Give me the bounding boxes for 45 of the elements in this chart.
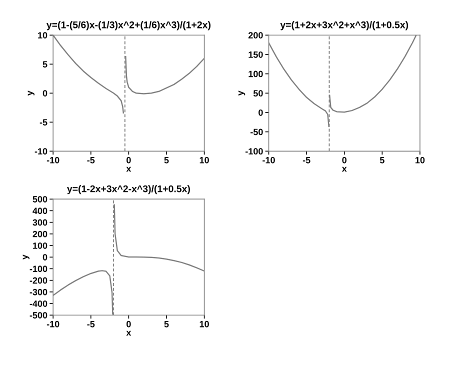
y-axis-title: y (238, 90, 246, 96)
y-tick-label: -200 (30, 277, 48, 284)
y-tick-label: -5 (40, 119, 48, 126)
x-tick-label: -5 (87, 321, 95, 328)
chart-title: y=(1-(5/6)x-(1/3)x^2+(1/6)x^3)/(1+2x) (46, 21, 210, 30)
y-tick-label: 5 (42, 61, 48, 68)
x-axis-title: x (342, 166, 347, 172)
x-tick-label: 0 (342, 156, 346, 164)
y-tick-label: 0 (42, 254, 48, 260)
x-axis-title: x (126, 330, 132, 336)
y-tick-label: -50 (250, 128, 263, 136)
x-tick-label: 0 (126, 320, 131, 328)
x-tick-label: -10 (262, 156, 275, 164)
y-tick-label: 300 (32, 219, 48, 226)
x-axis-title: x (126, 166, 132, 172)
y-tick-label: 0 (258, 109, 263, 116)
y-tick-label: -100 (30, 266, 48, 272)
x-tick-label: 10 (200, 156, 209, 164)
y-tick-label: 200 (248, 32, 263, 38)
y-tick-label: -300 (30, 288, 48, 296)
x-tick-label: -5 (302, 157, 310, 164)
x-tick-label: 5 (164, 321, 169, 328)
x-tick-label: 5 (164, 157, 169, 164)
y-tick-label: 500 (32, 196, 48, 202)
x-tick-label: 0 (126, 156, 131, 164)
y-axis-title: y (28, 90, 34, 96)
y-tick-label: 100 (248, 70, 263, 78)
y-tick-label: 200 (32, 230, 48, 238)
x-tick-label: 10 (200, 320, 209, 328)
chart-title: y=(1-2x+3x^2-x^3)/(1+0.5x) (67, 185, 190, 194)
y-tick-label: -400 (30, 300, 48, 307)
x-tick-label: -5 (87, 157, 95, 164)
y-tick-label: 0 (42, 90, 48, 97)
y-tick-label: 100 (33, 242, 48, 249)
y-tick-label: 400 (32, 208, 48, 214)
y-axis-title: y (22, 254, 30, 260)
chart-title: y=(1+2x+3x^2+x^3)/(1+0.5x) (280, 21, 408, 30)
y-tick-label: -10 (34, 148, 48, 155)
y-tick-label: -100 (245, 148, 263, 155)
y-tick-label: 50 (253, 90, 263, 97)
x-tick-label: 10 (416, 156, 425, 164)
y-tick-label: 10 (38, 32, 48, 38)
x-tick-label: 5 (380, 157, 384, 164)
y-tick-label: 150 (248, 51, 263, 58)
y-tick-label: -500 (30, 312, 48, 318)
